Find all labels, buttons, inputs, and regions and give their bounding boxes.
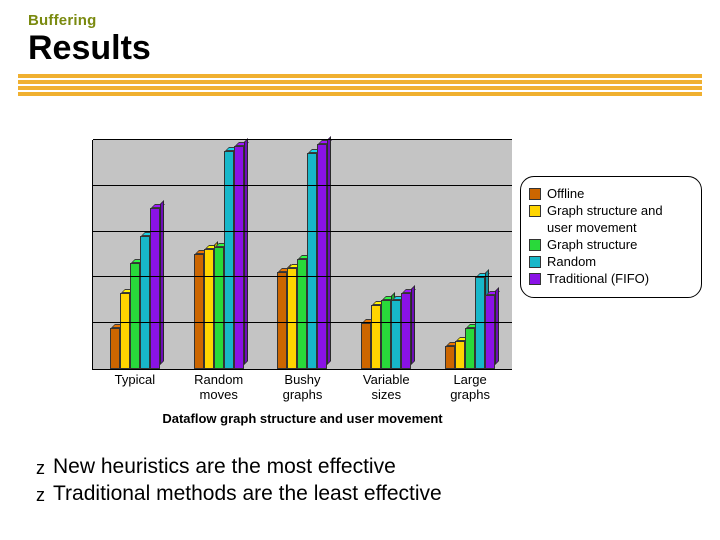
- title-underline: [18, 74, 702, 96]
- bar: [204, 249, 214, 369]
- bullet-item: z New heuristics are the most effective: [36, 455, 442, 479]
- gridline: [93, 185, 512, 186]
- bullet-text: Traditional methods are the least effect…: [53, 482, 442, 506]
- legend-label: Graph structure and user movement: [547, 203, 691, 236]
- bar: [287, 268, 297, 369]
- page-title: Results: [28, 29, 692, 68]
- slide: Buffering Results Relative execution tim…: [0, 0, 720, 540]
- legend-swatch: [529, 256, 541, 268]
- bar: [391, 300, 401, 369]
- bar-groups: [93, 140, 512, 369]
- legend-item: Offline: [529, 186, 691, 202]
- bullet-text: New heuristics are the most effective: [53, 455, 396, 479]
- bar: [234, 146, 244, 369]
- x-tick-label: Typical: [99, 373, 171, 403]
- bar: [445, 346, 455, 369]
- x-tick-label: Bushy graphs: [266, 373, 338, 403]
- bar: [150, 208, 160, 369]
- plot-area: TypicalRandom movesBushy graphsVariable …: [92, 140, 512, 370]
- legend-item: Random: [529, 254, 691, 270]
- bar: [455, 341, 465, 369]
- bullet-item: z Traditional methods are the least effec…: [36, 482, 442, 506]
- bar: [401, 293, 411, 369]
- x-tick-label: Random moves: [183, 373, 255, 403]
- bar-group: [194, 146, 244, 369]
- bar: [371, 305, 381, 369]
- bar: [317, 144, 327, 369]
- bullet-glyph: z: [36, 458, 45, 479]
- gridline: [93, 322, 512, 323]
- x-axis-labels: Typical Random moves Bushy graphs Variable …: [93, 373, 512, 403]
- bar: [361, 323, 371, 369]
- gridline: [93, 276, 512, 277]
- gridline: [93, 139, 512, 140]
- bar: [485, 295, 495, 369]
- bar: [277, 272, 287, 369]
- bullet-glyph: z: [36, 485, 45, 506]
- legend-label: Traditional (FIFO): [547, 271, 691, 287]
- legend-label: Graph structure: [547, 237, 691, 253]
- super-title: Buffering: [28, 12, 692, 29]
- bar: [130, 263, 140, 369]
- legend-item: Traditional (FIFO): [529, 271, 691, 287]
- bar: [120, 293, 130, 369]
- legend-label: Offline: [547, 186, 691, 202]
- bar: [381, 300, 391, 369]
- bar: [194, 254, 204, 369]
- bar-chart: Relative execution time TypicalRandom mo…: [92, 140, 512, 370]
- bar-group: [110, 208, 160, 369]
- bar: [214, 247, 224, 369]
- legend: OfflineGraph structure and user movement…: [520, 176, 702, 298]
- bar: [465, 328, 475, 369]
- bar-group: [361, 293, 411, 369]
- bar: [140, 236, 150, 369]
- bar: [297, 259, 307, 369]
- legend-item: Graph structure and user movement: [529, 203, 691, 236]
- x-axis-title: Dataflow graph structure and user moveme…: [93, 411, 512, 426]
- legend-label: Random: [547, 254, 691, 270]
- legend-swatch: [529, 239, 541, 251]
- gridline: [93, 231, 512, 232]
- legend-swatch: [529, 205, 541, 217]
- x-tick-label: Variable sizes: [350, 373, 422, 403]
- bar: [224, 151, 234, 370]
- bar-group: [277, 144, 327, 369]
- legend-swatch: [529, 188, 541, 200]
- x-tick-label: Large graphs: [434, 373, 506, 403]
- bar: [110, 328, 120, 369]
- bullet-list: z New heuristics are the most effective zT…: [36, 452, 442, 509]
- legend-swatch: [529, 273, 541, 285]
- legend-item: Graph structure: [529, 237, 691, 253]
